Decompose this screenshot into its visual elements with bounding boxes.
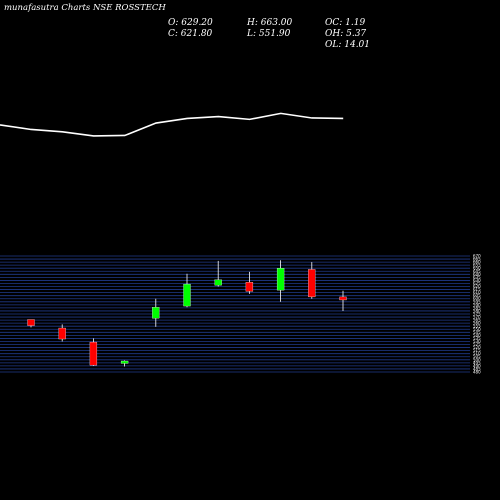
y-tick-label: 665: [473, 257, 481, 262]
oc-value: OC: 1.19: [325, 18, 366, 28]
y-tick-label: 490: [473, 363, 481, 368]
candle: [245, 271, 254, 294]
candle: [120, 360, 129, 367]
y-tick-label: 565: [473, 318, 481, 323]
y-tick-label: 500: [473, 357, 481, 362]
candle-body: [245, 282, 254, 292]
candle: [308, 262, 316, 299]
ol-value: OL: 14.01: [325, 40, 371, 50]
candle-body: [89, 341, 98, 366]
y-tick-label: 620: [473, 284, 481, 289]
candles-layer: [27, 260, 347, 367]
price-line: [0, 112, 344, 137]
candle-body: [339, 296, 347, 301]
y-tick-label: 545: [473, 330, 481, 335]
high-value: H: 663.00: [247, 18, 293, 28]
y-tick-label: 635: [473, 275, 481, 280]
y-tick-label: 575: [473, 312, 481, 317]
candle-body: [58, 327, 66, 340]
y-tick-label: 595: [473, 299, 481, 304]
y-tick-label: 560: [473, 321, 481, 326]
y-tick-label: 585: [473, 305, 481, 310]
y-tick-label: 625: [473, 281, 481, 286]
y-tick-label: 600: [473, 296, 481, 301]
candle: [276, 260, 285, 302]
y-tick-label: 670: [473, 254, 481, 259]
y-tick-label: 535: [473, 336, 481, 341]
y-tick-label: 515: [473, 348, 481, 353]
y-tick-label: 520: [473, 345, 481, 350]
y-tick-label: 480: [473, 370, 481, 375]
y-tick-label: 655: [473, 263, 481, 268]
candle-body: [214, 279, 222, 286]
candle-body: [152, 307, 160, 319]
y-tick-label: 650: [473, 266, 481, 271]
candle-body: [276, 268, 285, 291]
y-tick-label: 495: [473, 360, 481, 365]
chart-title: munafasutra Charts NSE ROSSTECH: [4, 3, 166, 13]
y-tick-label: 615: [473, 287, 481, 292]
y-tick-label: 530: [473, 339, 481, 344]
candle: [58, 324, 66, 342]
y-tick-label: 485: [473, 366, 481, 371]
candle-body: [308, 269, 316, 298]
close-value: C: 621.80: [168, 29, 213, 39]
candle: [89, 338, 98, 366]
y-tick-label: 540: [473, 333, 481, 338]
candle: [214, 260, 222, 287]
low-value: L: 551.90: [247, 29, 291, 39]
oh-value: OH: 5.37: [325, 29, 367, 39]
y-tick-label: 640: [473, 272, 481, 277]
candle: [183, 273, 191, 308]
y-tick-label: 630: [473, 278, 481, 283]
line-series-layer: [0, 112, 344, 137]
candle-body: [27, 319, 35, 326]
candle: [152, 298, 160, 327]
grid-layer: [0, 255, 470, 373]
y-tick-label: 645: [473, 269, 481, 274]
y-tick-label: 570: [473, 315, 481, 320]
y-tick-label: 550: [473, 327, 481, 332]
y-tick-label: 555: [473, 324, 481, 329]
candle: [339, 290, 347, 311]
y-tick-label: 590: [473, 302, 481, 307]
y-tick-label: 660: [473, 260, 481, 265]
y-axis: 6706656606556506456406356306256206156106…: [473, 254, 481, 375]
candle-body: [120, 360, 129, 364]
y-tick-label: 610: [473, 290, 481, 295]
y-tick-label: 505: [473, 354, 481, 359]
y-tick-label: 525: [473, 342, 481, 347]
candle: [27, 319, 35, 328]
candle-body: [183, 283, 191, 307]
y-tick-label: 580: [473, 308, 481, 313]
open-value: O: 629.20: [168, 18, 213, 28]
y-tick-label: 510: [473, 351, 481, 356]
y-tick-label: 605: [473, 293, 481, 298]
